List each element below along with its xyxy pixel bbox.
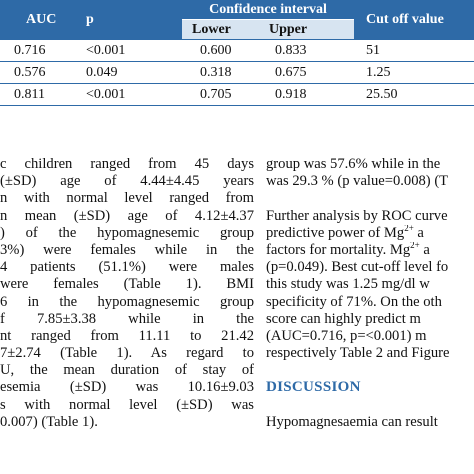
text-line: factors for mortality. Mg2+ a — [266, 242, 474, 259]
text-fragment: a — [413, 224, 424, 241]
header-upper: Upper — [259, 19, 355, 40]
text-line: s with normal level (±SD) was — [0, 396, 254, 413]
table-row: 0.716 <0.001 0.600 0.833 51 — [0, 39, 474, 62]
superscript: 2+ — [404, 224, 414, 233]
cell-p: 0.049 — [66, 61, 182, 84]
text-line: 0.007) (Table 1). — [0, 413, 98, 430]
text-line: esemia (±SD) was 10.16±9.03 — [0, 379, 254, 396]
text-line: score can highly predict m — [266, 310, 421, 327]
header-lower: Lower — [182, 19, 259, 40]
text-fragment: predictive power of Mg — [266, 224, 405, 241]
text-line: U, the mean duration of stay of — [0, 362, 254, 379]
text-line: c children ranged from 45 days — [0, 156, 254, 172]
cell-auc: 0.811 — [0, 83, 66, 106]
text-fragment: factors for mortality. Mg — [266, 241, 411, 258]
text-line: respectively Table 2 and Figure — [266, 345, 450, 362]
right-text-column: group was 57.6% while in the was 29.3 % … — [266, 156, 474, 431]
cell-cutoff: 51 — [354, 39, 474, 62]
cell-lower: 0.600 — [182, 39, 259, 62]
text-line: 4 patients (51.1%) were males — [0, 259, 254, 276]
cell-p: <0.001 — [66, 83, 182, 106]
cell-upper: 0.675 — [259, 61, 355, 84]
table-row: 0.576 0.049 0.318 0.675 1.25 — [0, 61, 474, 84]
left-text-column: c children ranged from 45 days (±SD) age… — [0, 156, 254, 431]
text-line: n with normal level ranged from — [0, 190, 254, 207]
table-row: 0.811 <0.001 0.705 0.918 25.50 — [0, 83, 474, 106]
text-line: f 7.85±3.38 while in the — [0, 310, 254, 327]
text-line: (p=0.049). Best cut-off level fo — [266, 259, 449, 276]
cell-cutoff: 1.25 — [354, 61, 474, 84]
text-line: specificity of 71%. On the oth — [266, 293, 442, 310]
text-line: (±SD) age of 4.44±4.45 years — [0, 173, 254, 190]
cell-auc: 0.576 — [0, 61, 66, 84]
text-fragment: a — [419, 241, 430, 258]
cell-auc: 0.716 — [0, 39, 66, 62]
text-line: ) of the hypomagnesemic group — [0, 224, 254, 241]
text-line: predictive power of Mg2+ a — [266, 225, 474, 242]
text-line: n mean (±SD) age of 4.12±4.37 — [0, 207, 254, 224]
text-line: Further analysis by ROC curve — [266, 207, 448, 224]
text-line: were females (Table 1). BMI — [0, 276, 254, 293]
cell-lower: 0.705 — [182, 83, 259, 106]
text-line: this study was 1.25 mg/dl w — [266, 276, 430, 293]
cell-p: <0.001 — [66, 39, 182, 62]
text-line: (AUC=0.716, p=<0.001) m — [266, 327, 427, 344]
text-line: 7±2.74 (Table 1). As regard to — [0, 345, 254, 362]
text-line: 3%) were females while in the — [0, 241, 254, 258]
roc-results-table: AUC p Confidence interval Cut off value … — [0, 0, 474, 106]
text-line: was 29.3 % (p value=0.008) (T — [266, 173, 449, 190]
cell-cutoff: 25.50 — [354, 83, 474, 106]
section-heading: DISCUSSION — [266, 379, 361, 396]
header-auc: AUC — [0, 0, 66, 40]
cell-upper: 0.918 — [259, 83, 355, 106]
header-cutoff: Cut off value — [354, 0, 474, 40]
header-confidence-interval: Confidence interval — [182, 0, 355, 20]
text-line: 6 in the hypomagnesemic group — [0, 293, 254, 310]
text-line: nt ranged from 11.11 to 21.42 — [0, 327, 254, 344]
cell-lower: 0.318 — [182, 61, 259, 84]
text-line: group was 57.6% while in the — [266, 156, 441, 172]
header-p: p — [66, 0, 182, 40]
cell-upper: 0.833 — [259, 39, 355, 62]
superscript: 2+ — [410, 241, 420, 250]
text-line: Hypomagnesaemia can result — [266, 413, 438, 430]
